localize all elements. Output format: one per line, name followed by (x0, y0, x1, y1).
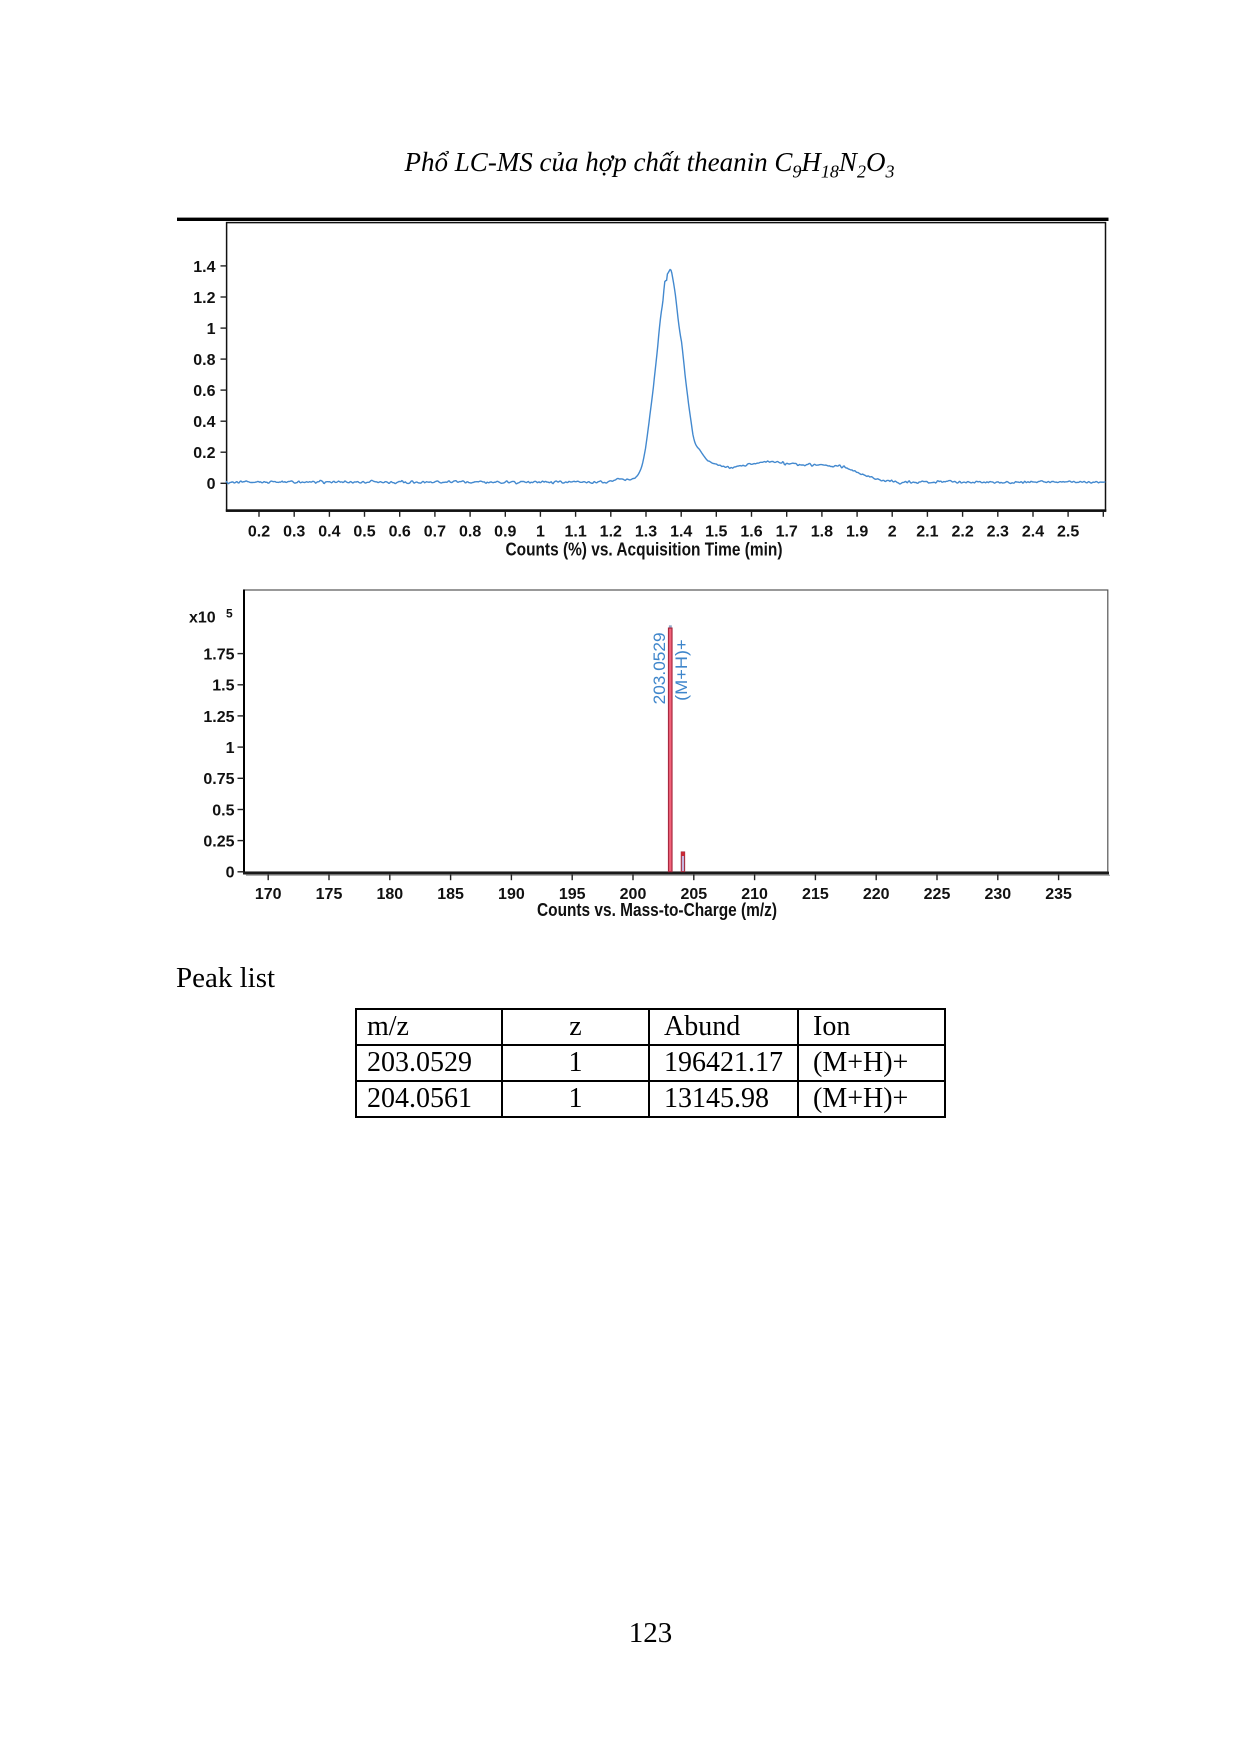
svg-text:2.5: 2.5 (1057, 523, 1079, 540)
svg-text:1: 1 (226, 740, 235, 757)
svg-text:205: 205 (680, 886, 707, 903)
svg-text:0.25: 0.25 (203, 834, 234, 851)
svg-text:185: 185 (437, 886, 464, 903)
svg-text:0: 0 (226, 865, 235, 882)
svg-text:0.7: 0.7 (424, 523, 446, 540)
svg-text:Counts (%) vs. Acquisition Tim: Counts (%) vs. Acquisition Time (min) (506, 540, 783, 560)
svg-text:0.75: 0.75 (203, 771, 234, 788)
svg-text:1.4: 1.4 (193, 259, 215, 276)
svg-text:1.75: 1.75 (203, 647, 234, 664)
svg-text:1.4: 1.4 (670, 523, 692, 540)
svg-text:1.2: 1.2 (193, 290, 215, 307)
svg-text:1.7: 1.7 (776, 523, 798, 540)
svg-text:2.3: 2.3 (987, 523, 1009, 540)
svg-text:195: 195 (559, 886, 586, 903)
svg-text:0.6: 0.6 (389, 523, 411, 540)
svg-text:(M+H)+: (M+H)+ (672, 639, 691, 701)
svg-text:1.6: 1.6 (740, 523, 762, 540)
svg-text:230: 230 (984, 886, 1011, 903)
svg-text:190: 190 (498, 886, 525, 903)
svg-text:0.8: 0.8 (459, 523, 481, 540)
svg-text:0.8: 0.8 (193, 352, 215, 369)
svg-text:1.9: 1.9 (846, 523, 868, 540)
svg-text:0.9: 0.9 (494, 523, 516, 540)
svg-text:235: 235 (1045, 886, 1072, 903)
svg-text:170: 170 (255, 886, 282, 903)
svg-text:1.5: 1.5 (212, 678, 234, 695)
svg-text:1.1: 1.1 (564, 523, 586, 540)
svg-text:0.4: 0.4 (318, 523, 340, 540)
svg-text:0.6: 0.6 (193, 383, 215, 400)
svg-text:Counts vs. Mass-to-Charge (m/z: Counts vs. Mass-to-Charge (m/z) (537, 900, 777, 920)
svg-text:x10: x10 (189, 610, 216, 627)
svg-text:203.0529: 203.0529 (650, 632, 669, 704)
svg-text:0.2: 0.2 (193, 445, 215, 462)
svg-text:1.8: 1.8 (811, 523, 833, 540)
svg-text:2: 2 (888, 523, 897, 540)
svg-text:1: 1 (207, 321, 216, 338)
svg-text:1: 1 (536, 523, 545, 540)
svg-text:5: 5 (226, 607, 233, 621)
svg-text:2.2: 2.2 (951, 523, 973, 540)
svg-text:215: 215 (802, 886, 829, 903)
svg-text:0.3: 0.3 (283, 523, 305, 540)
svg-text:210: 210 (741, 886, 768, 903)
svg-text:2.4: 2.4 (1022, 523, 1044, 540)
svg-text:1.3: 1.3 (635, 523, 657, 540)
svg-text:180: 180 (376, 886, 403, 903)
svg-text:0.5: 0.5 (353, 523, 375, 540)
svg-text:0.2: 0.2 (248, 523, 270, 540)
svg-text:0: 0 (207, 476, 216, 493)
svg-text:0.5: 0.5 (212, 802, 234, 819)
svg-text:2.1: 2.1 (916, 523, 938, 540)
svg-text:1.25: 1.25 (203, 709, 234, 726)
svg-text:200: 200 (620, 886, 647, 903)
svg-text:1.2: 1.2 (600, 523, 622, 540)
svg-text:0.4: 0.4 (193, 414, 215, 431)
svg-text:175: 175 (316, 886, 343, 903)
svg-text:225: 225 (924, 886, 951, 903)
svg-text:220: 220 (863, 886, 890, 903)
svg-text:1.5: 1.5 (705, 523, 727, 540)
